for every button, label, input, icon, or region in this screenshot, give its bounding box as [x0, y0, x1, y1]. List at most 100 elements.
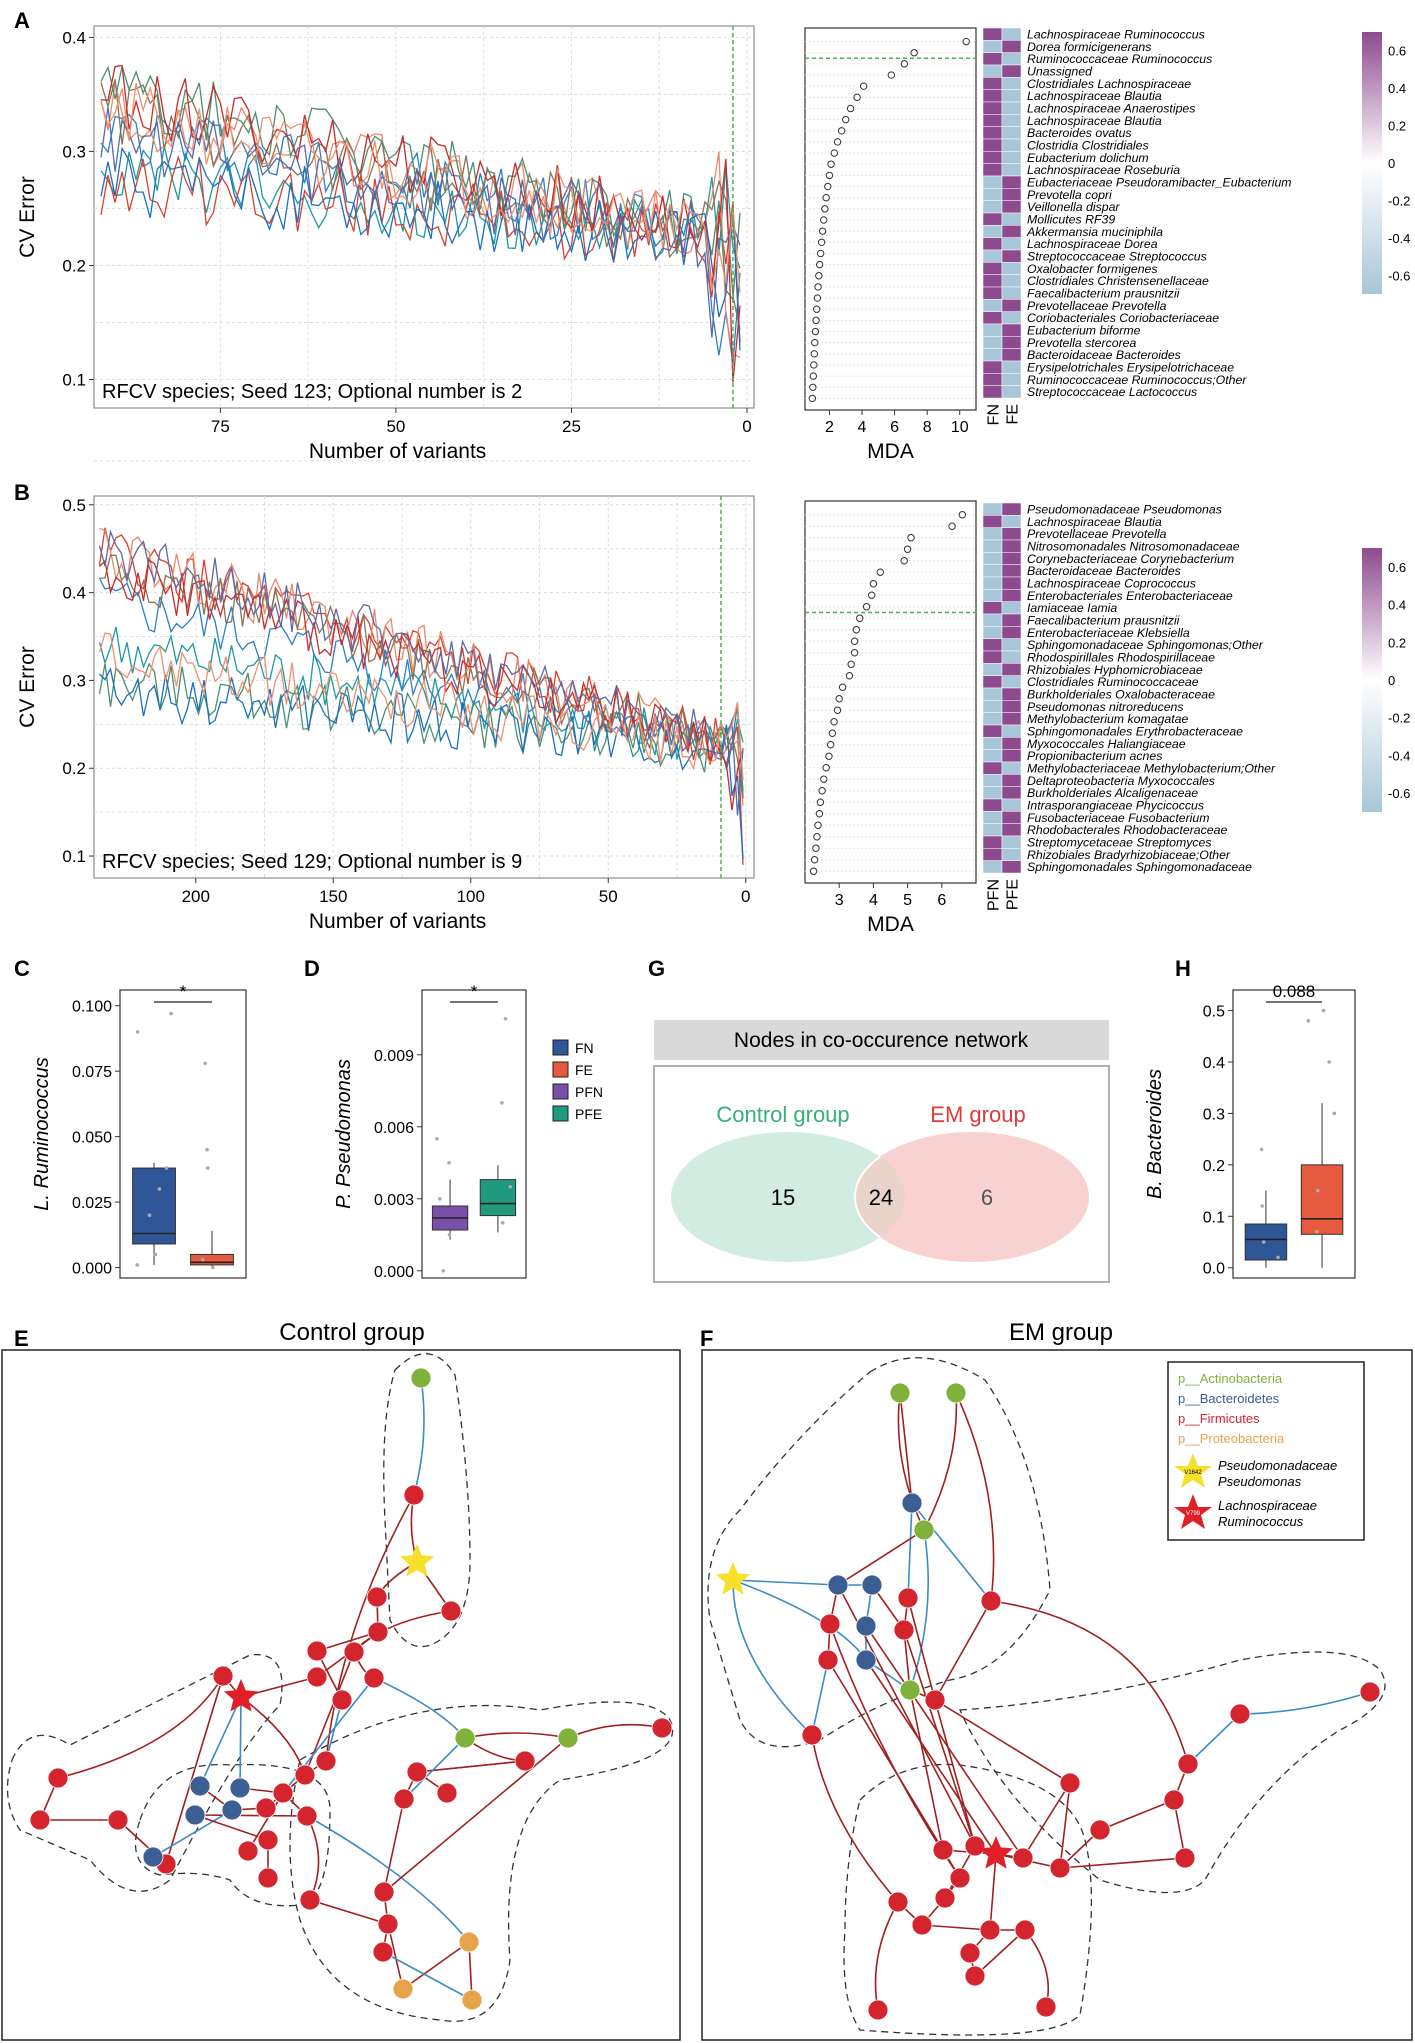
star-legend-v799-line1: Lachnospiraceae — [1218, 1498, 1317, 1513]
star-node-v799 — [978, 1836, 1014, 1869]
network-edge — [309, 1899, 389, 1925]
y-tick-label: 0.2 — [62, 256, 86, 275]
heat-legend-label: 0.2 — [1388, 635, 1406, 650]
network-node — [980, 1590, 1002, 1612]
box-point — [1306, 1019, 1311, 1023]
network-node — [229, 1777, 251, 1799]
mda-point — [813, 294, 822, 302]
heat-color-bar — [1362, 32, 1382, 294]
heat-row-label: Lachnospiraceae Dorea — [1027, 237, 1158, 251]
network-node — [184, 1804, 206, 1826]
box-point — [135, 1263, 140, 1267]
network-node — [893, 1619, 915, 1641]
heat-cell — [982, 212, 1003, 226]
heat-cell — [982, 663, 1003, 676]
heat-row-label: Clostridia Clostridiales — [1027, 138, 1149, 152]
network-node — [296, 1805, 318, 1827]
network-node — [964, 1835, 986, 1857]
panel-b-mda-chart: 3 4 5 6 MDA — [804, 500, 977, 936]
heat-cell — [982, 848, 1003, 861]
network-node — [867, 1999, 889, 2021]
x-tick-label: 50 — [599, 887, 618, 906]
network-legend: p__Actinobacteria p__Bacteroidetes p__Fi… — [1167, 1361, 1365, 1541]
heat-cell — [982, 737, 1003, 750]
heat-cell — [1001, 373, 1022, 386]
heat-cell — [1001, 151, 1022, 164]
heat-cell — [982, 860, 1003, 874]
network-node — [363, 1667, 385, 1689]
mda-point — [833, 706, 842, 714]
mda-point — [838, 683, 847, 691]
mda-point — [824, 182, 832, 191]
network-node — [237, 1840, 259, 1862]
network-edge — [413, 1377, 425, 1496]
heat-cell — [1001, 700, 1022, 713]
mda-point — [887, 71, 896, 79]
box-point — [447, 1161, 451, 1165]
mda-point — [853, 93, 861, 102]
venn-left-count: 15 — [771, 1185, 795, 1210]
mda-point — [809, 867, 818, 875]
network-node — [1059, 1772, 1081, 1794]
heat-col-label: FE — [1005, 404, 1022, 424]
mda-point — [808, 394, 817, 403]
heat-cell — [982, 77, 1003, 90]
network-edge — [732, 1579, 867, 1661]
heat-cell — [1001, 749, 1022, 763]
heat-cell — [982, 613, 1003, 627]
network-node — [306, 1640, 328, 1662]
heat-cell — [1001, 502, 1022, 516]
heat-row-label: Methylobacteriaceae Methylobacterium;Oth… — [1027, 761, 1276, 775]
mda-point — [815, 260, 824, 269]
heat-cell — [1001, 385, 1022, 399]
module-outline — [843, 1763, 1093, 2036]
heat-row-label: Coriobacteriales Coriobacteriaceae — [1027, 311, 1219, 325]
box-point — [157, 1187, 162, 1191]
heat-legend-label: -0.6 — [1388, 268, 1410, 283]
venn-title: Nodes in co-occurence network — [734, 1029, 1029, 1052]
legend-swatch-fe — [552, 1061, 569, 1078]
mda-point — [825, 171, 834, 180]
heat-row-label: Dorea formicigenerans — [1027, 40, 1151, 54]
network-edge — [165, 1675, 224, 1865]
network-edge — [811, 1659, 829, 1736]
network-node — [1035, 1996, 1057, 2018]
box-body — [190, 1253, 234, 1266]
network-edge — [306, 1815, 470, 1943]
mda-point — [815, 810, 824, 818]
heat-cell — [1001, 126, 1022, 140]
y-axis-title: L. Ruminococcus — [31, 1057, 53, 1210]
legend-actinobacteria: p__Actinobacteria — [1178, 1371, 1283, 1386]
star-icon-yellow — [1174, 1453, 1212, 1488]
mda-point — [833, 138, 842, 146]
network-node — [331, 1689, 353, 1711]
heat-col-label: PFE — [1005, 879, 1022, 910]
heat-cell — [982, 650, 1003, 664]
module-outline — [289, 1701, 674, 2022]
heat-row-label: Clostridiales Lachnospiraceae — [1027, 77, 1191, 91]
cv-error-series — [98, 626, 744, 761]
heat-cell — [1001, 613, 1022, 627]
heat-cell — [982, 286, 1003, 300]
heat-cell — [1001, 774, 1022, 787]
heat-row-label: Clostridiales Ruminococcaceae — [1027, 675, 1199, 689]
network-node — [861, 1574, 883, 1596]
heat-cell — [982, 835, 1003, 849]
heat-row-label: Streptococcaceae Lactococcus — [1027, 385, 1197, 399]
network-node — [1163, 1789, 1185, 1811]
network-node — [372, 1941, 394, 1963]
box-point — [1315, 1188, 1320, 1193]
heat-cell — [982, 299, 1003, 312]
panel-label-f: F — [700, 1326, 713, 1351]
network-edge — [923, 1392, 958, 1531]
heat-cell — [982, 138, 1003, 152]
rfcv-annotation: RFCV species; Seed 129; Optional number … — [102, 851, 522, 873]
network-node — [257, 1867, 279, 1889]
heat-row-label: Intrasporangiaceae Phycicoccus — [1027, 798, 1204, 812]
y-tick-label: 0.1 — [62, 847, 86, 866]
mda-point — [846, 104, 855, 113]
network-edge — [934, 1699, 1071, 1784]
network-node — [1012, 1847, 1034, 1869]
box-point — [500, 1221, 505, 1225]
network-edge — [909, 1529, 930, 1691]
